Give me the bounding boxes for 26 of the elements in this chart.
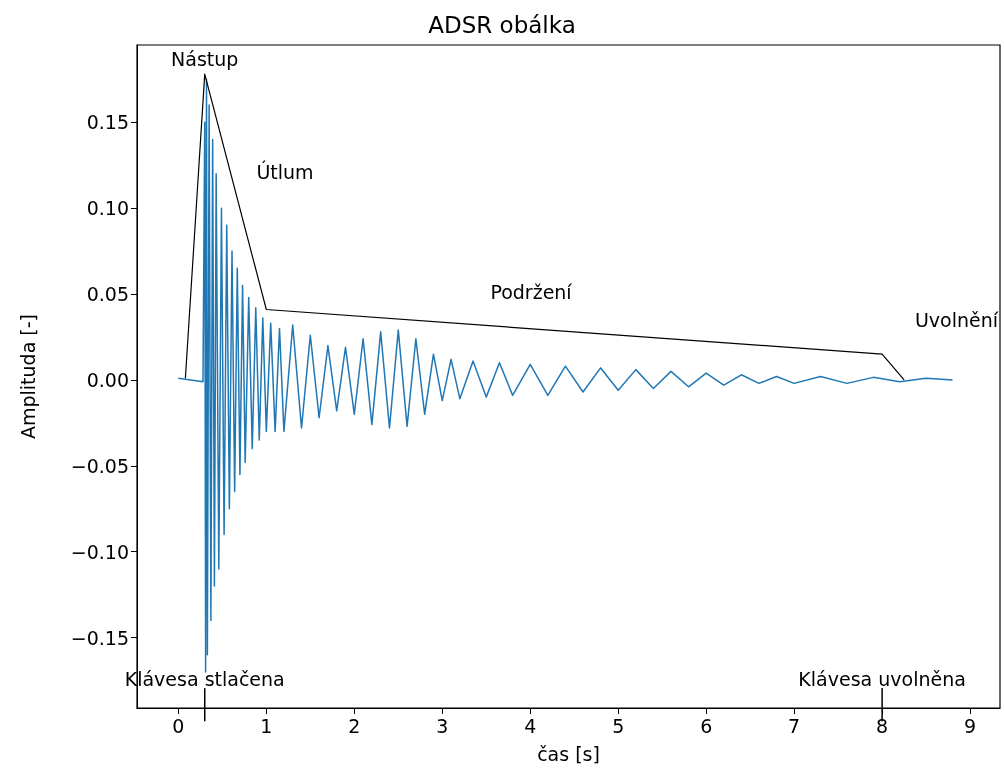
annotation: Útlum [256,160,314,183]
line-series [184,73,905,381]
x-tick-label: 2 [348,714,361,737]
y-tick-label: −0.10 [70,540,129,563]
y-tick-label: 0.10 [86,197,129,220]
x-tick-label: 0 [172,714,185,737]
y-axis-title: Amplituda [-] [16,313,39,440]
x-tick-label: 7 [788,714,801,737]
y-tick-label: 0.05 [86,283,129,306]
y-tick-label: 0.00 [86,368,129,391]
x-tick-label: 6 [700,714,713,737]
y-tick-label: 0.15 [86,111,129,134]
x-tick-label: 1 [260,714,273,737]
x-tick-label: 4 [524,714,537,737]
y-tick-label: −0.05 [70,454,129,477]
chart-title: ADSR obálka [428,11,576,38]
x-tick-label: 3 [436,714,449,737]
x-tick-label: 5 [612,714,625,737]
ref-line-label: Klávesa uvolněna [798,667,966,690]
x-axis-title: čas [s] [537,742,600,765]
annotation: Uvolnění [914,309,999,331]
annotation: Nástup [171,47,239,70]
y-tick-label: −0.15 [70,626,129,649]
annotation: Podržení [490,281,573,303]
x-tick-label: 8 [876,714,889,737]
x-tick-label: 9 [964,714,977,737]
